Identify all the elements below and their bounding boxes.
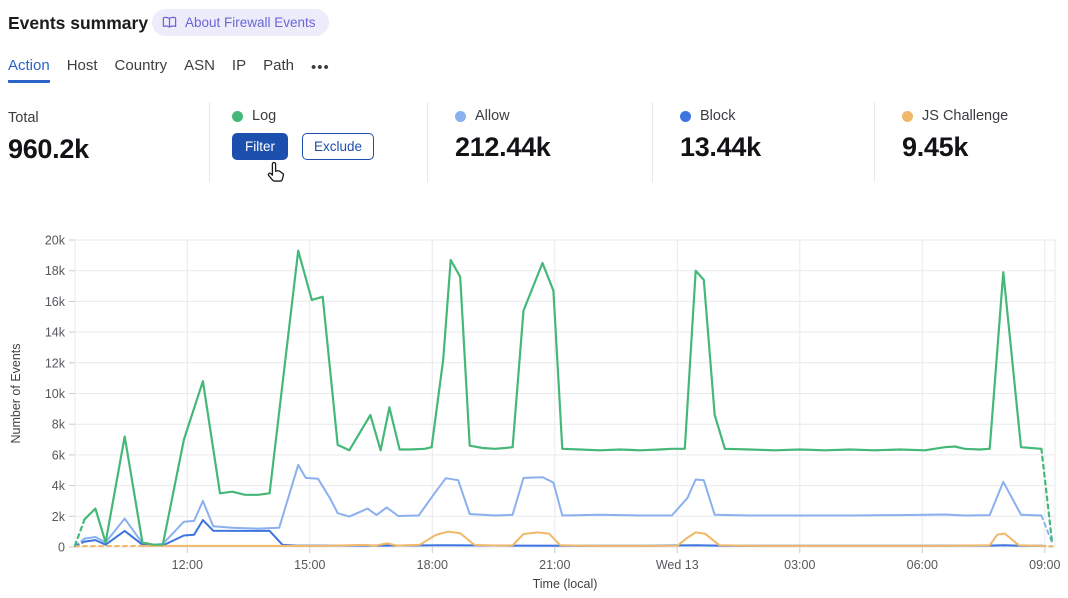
summary-tabs: Action Host Country ASN IP Path ••• (8, 57, 330, 83)
stat-block-label: Block (700, 108, 736, 124)
about-badge-label: About Firewall Events (185, 15, 316, 30)
events-chart: 0 2k 4k 6k 8k 10k 12k 14k 16k 18k 20k 12:00 15:00 18:… (9, 234, 1060, 592)
x-tick-label: 06:00 (907, 558, 938, 572)
filter-button[interactable]: Filter (232, 133, 288, 160)
x-tick-label: 21:00 (539, 558, 570, 572)
x-tick-label: 18:00 (417, 558, 448, 572)
stat-log: Log Filter Exclude (232, 108, 375, 160)
tab-action[interactable]: Action (8, 57, 50, 83)
block-legend-dot-icon (680, 110, 691, 122)
stat-allow-label: Allow (475, 108, 510, 124)
tab-path[interactable]: Path (263, 57, 294, 74)
y-axis-title: Number of Events (9, 343, 23, 443)
stat-js-challenge-label: JS Challenge (922, 108, 1009, 124)
tab-country[interactable]: Country (114, 57, 168, 74)
allow-line (83, 463, 1043, 546)
log-line-dashed-start (73, 518, 86, 547)
stat-block: Block 13.44k (680, 108, 761, 163)
stat-total-value: 960.2k (8, 134, 89, 164)
y-tick-label: 16k (45, 295, 66, 309)
y-tick-label: 0 (58, 541, 65, 555)
y-tick-label: 6k (52, 448, 66, 462)
x-tick-label: 12:00 (172, 558, 203, 572)
y-tick-label: 4k (52, 479, 66, 493)
allow-line-dashed-end (1040, 514, 1054, 545)
stat-divider (652, 102, 653, 182)
stat-divider (209, 102, 210, 182)
page-title: Events summary (8, 13, 149, 33)
tab-more-ellipsis[interactable]: ••• (310, 59, 330, 76)
about-firewall-events-badge[interactable]: About Firewall Events (152, 9, 329, 36)
js-challenge-line (138, 530, 1043, 547)
stat-block-value: 13.44k (680, 132, 761, 162)
log-legend-dot-icon (232, 110, 243, 122)
log-line (83, 249, 1043, 546)
tab-asn[interactable]: ASN (184, 57, 215, 74)
exclude-button[interactable]: Exclude (302, 133, 375, 160)
stat-js-challenge: JS Challenge 9.45k (902, 108, 1008, 163)
stat-divider (427, 102, 428, 182)
y-tick-label: 20k (45, 234, 66, 248)
x-tick-label: 03:00 (784, 558, 815, 572)
stat-total: Total 960.2k (8, 108, 89, 165)
stat-allow-value: 212.44k (455, 132, 551, 162)
stat-divider (874, 102, 875, 182)
js-challenge-line-dashed-end (1040, 544, 1054, 548)
cursor-pointer-icon (267, 161, 285, 182)
allow-legend-dot-icon (455, 110, 466, 122)
y-tick-label: 10k (45, 387, 66, 401)
stat-allow: Allow 212.44k (455, 108, 551, 163)
x-axis-title: Time (local) (533, 577, 598, 591)
y-tick-label: 14k (45, 326, 66, 340)
stat-log-label: Log (252, 108, 277, 124)
y-tick-label: 18k (45, 264, 66, 278)
log-line-dashed-end (1040, 447, 1054, 545)
stat-total-label: Total (8, 110, 39, 126)
stat-js-challenge-value: 9.45k (902, 132, 969, 162)
x-tick-label: 15:00 (294, 558, 325, 572)
tab-ip[interactable]: IP (231, 57, 247, 74)
block-line (83, 519, 1043, 547)
y-tick-label: 2k (52, 510, 66, 524)
x-tick-label: Wed 13 (656, 558, 699, 572)
book-icon (162, 16, 177, 28)
x-tick-label: 09:00 (1029, 558, 1060, 572)
js-challenge-legend-dot-icon (902, 110, 913, 122)
tab-host[interactable]: Host (66, 57, 98, 74)
y-tick-label: 12k (45, 356, 66, 370)
y-tick-label: 8k (52, 418, 66, 432)
